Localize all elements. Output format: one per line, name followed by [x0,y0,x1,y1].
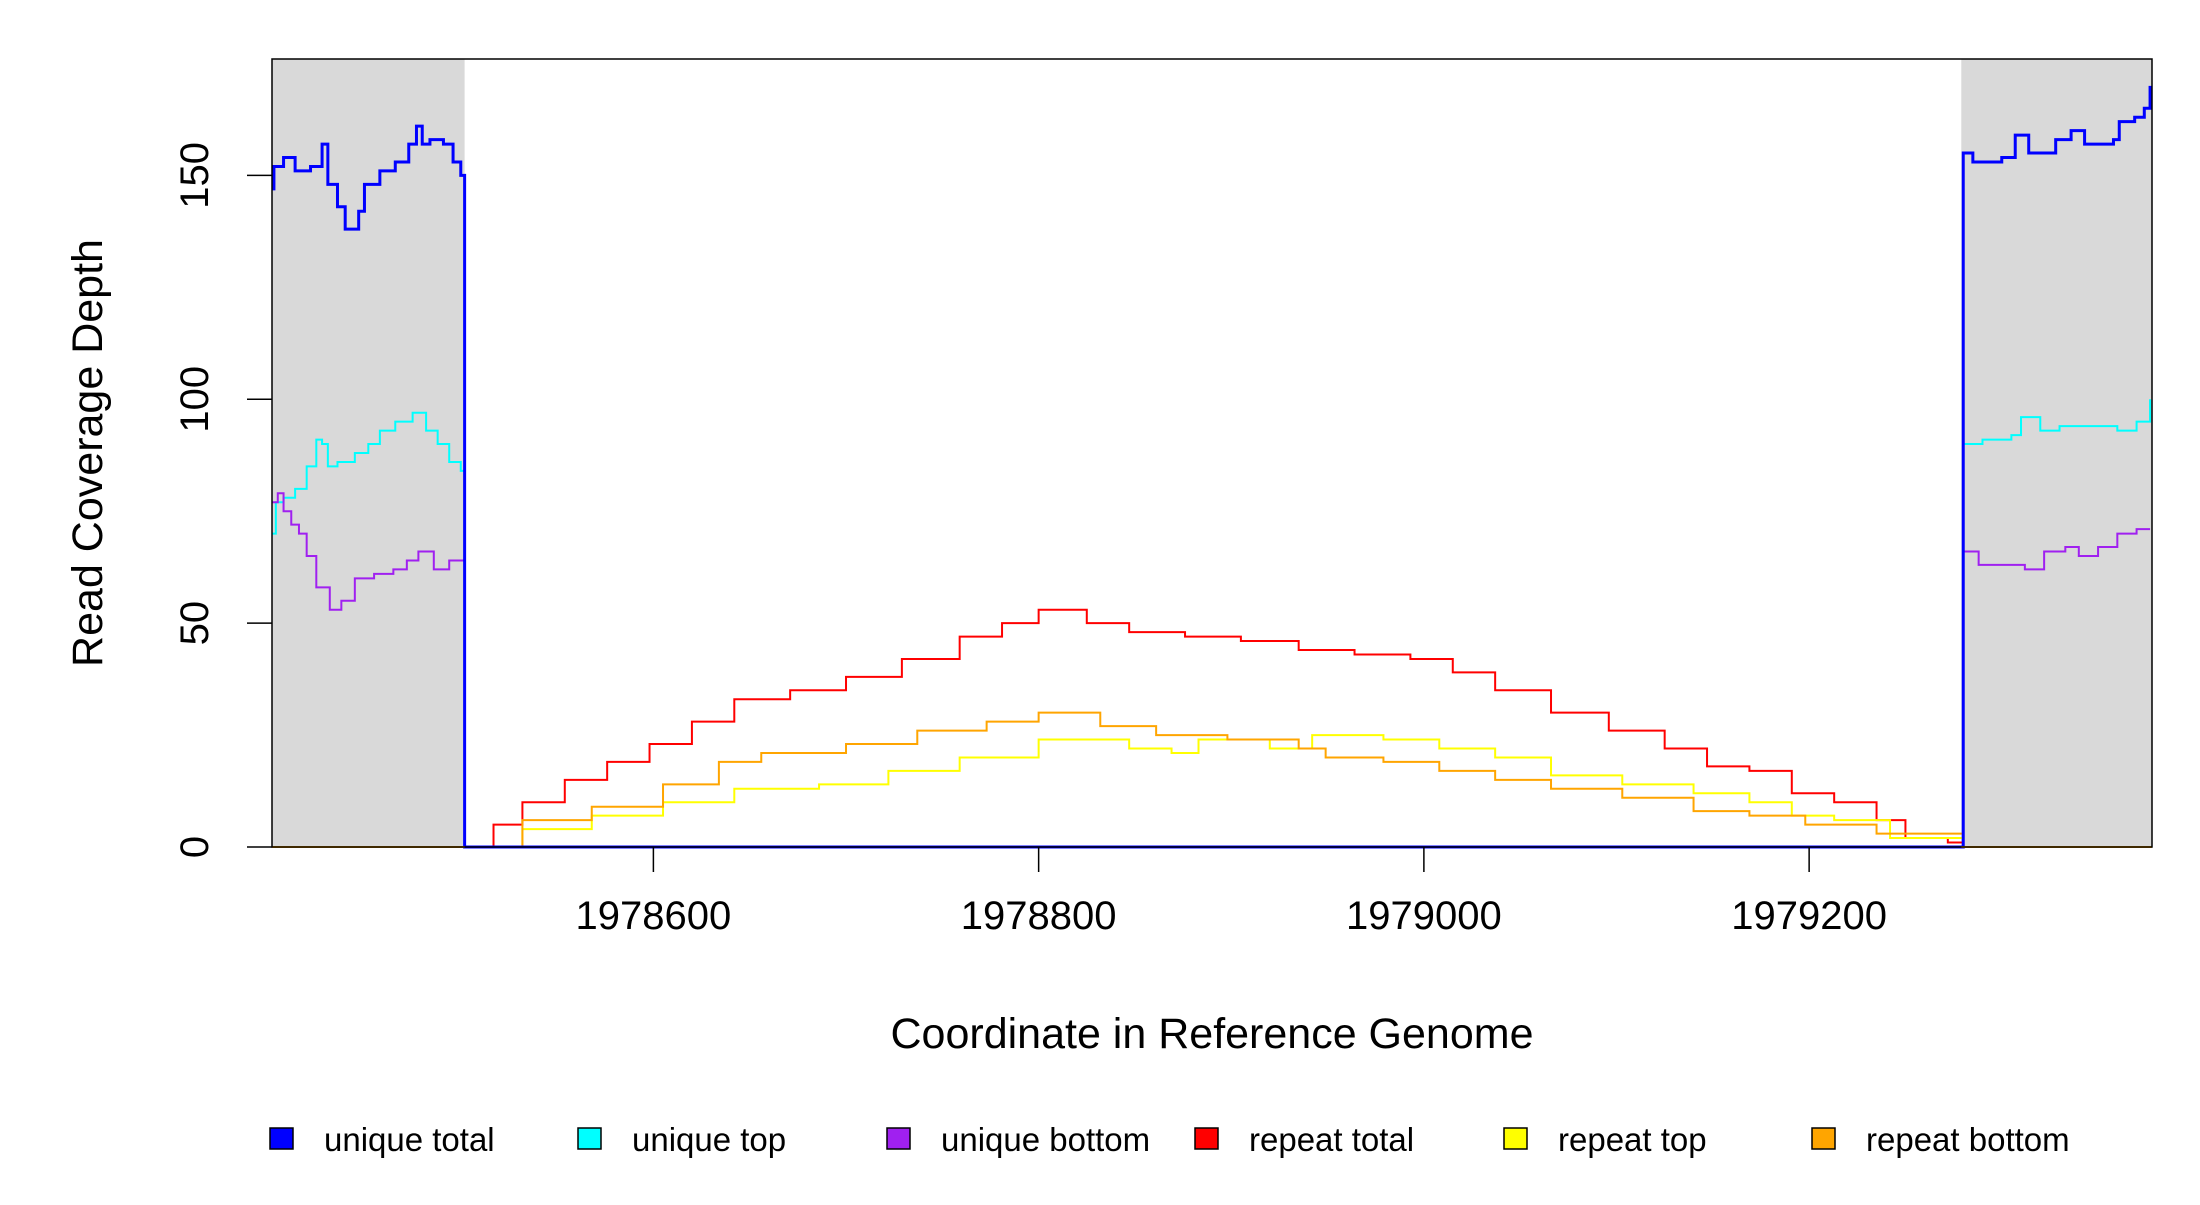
series-line-repeat-bottom [464,711,1965,848]
legend-swatch-repeat-top [1503,1127,1528,1150]
y-axis-label: Read Coverage Depth [64,239,112,667]
legend-label: unique total [324,1121,495,1158]
x-tick-label: 1979000 [1346,894,1502,938]
series-line-unique-total [272,85,2152,849]
legend-label: unique top [632,1121,786,1158]
series-line-unique-bottom [272,492,2151,848]
x-axis-label: Coordinate in Reference Genome [891,1010,1534,1058]
legend-swatch-unique-top [577,1127,602,1150]
series-line-repeat-top [464,734,1965,848]
legend-label: repeat bottom [1866,1121,2070,1158]
y-tick-label: 150 [173,142,217,209]
shaded-region [1961,59,2152,847]
y-tick-label: 0 [173,836,217,858]
series-line-unique-top [272,399,2152,848]
plot-frame [271,58,2153,848]
x-tick-label: 1979200 [1731,894,1887,938]
legend-label: unique bottom [941,1121,1150,1158]
legend-label: repeat top [1558,1121,1707,1158]
y-tick-label: 100 [173,366,217,433]
x-tick-label: 1978800 [961,894,1117,938]
legend-swatch-repeat-total [1194,1127,1219,1150]
y-axis: 0 50 100 150 [173,142,272,858]
legend-label: repeat total [1249,1121,1414,1158]
x-axis: 1978600 1978800 1979000 1979200 [576,847,1887,938]
legend-swatch-repeat-bottom [1811,1127,1836,1150]
legend-swatch-unique-total [269,1127,294,1150]
y-tick-label: 50 [173,601,217,646]
series-line-repeat-total [464,608,1965,848]
x-tick-label: 1978600 [576,894,732,938]
series-lines [272,85,2152,849]
legend: unique total unique top unique bottom repea… [269,1121,2070,1158]
shaded-regions [272,59,2152,847]
legend-swatch-unique-bottom [886,1127,911,1150]
